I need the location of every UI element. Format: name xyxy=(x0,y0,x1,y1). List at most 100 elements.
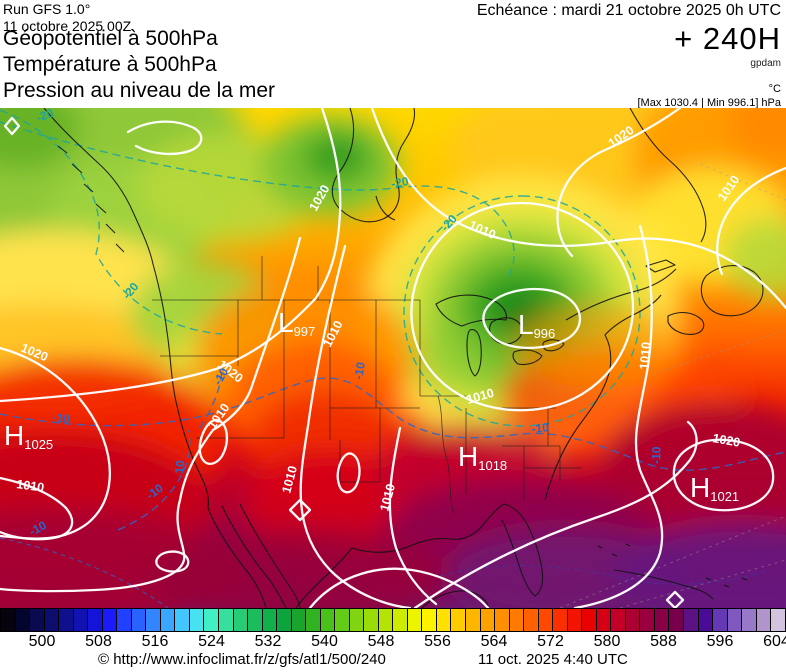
tick-label: 540 xyxy=(311,633,338,650)
colorbar-cell xyxy=(509,609,525,631)
geopotential-colorbar xyxy=(0,608,786,632)
colorbar-cell xyxy=(349,609,365,631)
tick-label: 516 xyxy=(141,633,169,650)
colorbar-cell xyxy=(538,609,554,631)
field-temperature: Température à 500hPa xyxy=(3,53,217,76)
temp-label: -10 xyxy=(351,361,368,381)
tick-label: 596 xyxy=(706,633,734,650)
forecast-offset: + 240H xyxy=(674,21,781,56)
colorbar-cell xyxy=(422,609,437,631)
colorbar-cell xyxy=(756,609,772,631)
tick-label: 588 xyxy=(650,633,677,650)
colorbar-cell xyxy=(698,609,714,631)
tick-label: 556 xyxy=(424,633,451,650)
colorbar-cell xyxy=(233,609,249,631)
echeance-label: Echéance : mardi 21 octobre 2025 0h UTC xyxy=(476,2,781,19)
colorbar-cell xyxy=(44,609,60,631)
field-titles: Géopotentiel à 500hPa Température à 500h… xyxy=(3,26,275,104)
colorbar-cell xyxy=(30,609,45,631)
colorbar-cell xyxy=(131,609,147,631)
field-pressure: Pression au niveau de la mer xyxy=(3,79,275,102)
colorbar-cell xyxy=(582,609,597,631)
colorbar-cell xyxy=(335,609,350,631)
colorbar-cell xyxy=(248,609,263,631)
colorbar-tick-labels: 500 508 516 524 532 540 548 556 564 572 580 588 596 6… xyxy=(0,633,786,651)
colorbar-cell xyxy=(262,609,278,631)
temp-label: -20 xyxy=(390,174,410,191)
colorbar-cell xyxy=(1,609,16,631)
iso-label: 1010 xyxy=(637,341,653,370)
pressure-center-L996: L996 xyxy=(518,309,555,341)
field-geopotential: Géopotentiel à 500hPa xyxy=(3,27,218,50)
colorbar-cell xyxy=(88,609,103,631)
unit-temperature: °C xyxy=(768,83,781,95)
pressure-center-H1018: H1018 xyxy=(458,441,507,473)
colorbar-cell xyxy=(742,609,757,631)
iso-label: 1010 xyxy=(16,477,46,495)
colorbar-cell xyxy=(524,609,539,631)
colorbar-cell xyxy=(727,609,743,631)
generation-timestamp: 11 oct. 2025 4:40 UTC xyxy=(478,651,628,668)
colorbar-cell xyxy=(567,609,583,631)
state-borders xyxy=(152,256,582,515)
tick-label: 548 xyxy=(367,633,395,650)
iso-label: 1010 xyxy=(279,464,300,495)
colorbar-cell xyxy=(771,609,785,631)
temp-label: -20 xyxy=(34,108,55,125)
pressure-extremes: [Max 1030.4 | Min 996.1] hPa xyxy=(637,97,782,109)
colorbar-cell xyxy=(306,609,321,631)
colorbar-cell xyxy=(364,609,379,631)
graticule-lines xyxy=(559,163,786,608)
run-date: 11 octobre 2025 00Z xyxy=(3,18,132,34)
colorbar-cell xyxy=(713,609,728,631)
colorbar-cell xyxy=(407,609,423,631)
colorbar-cell xyxy=(218,609,234,631)
iso-label: 1010 xyxy=(377,482,398,513)
tick-label: 580 xyxy=(593,633,621,650)
colorbar-cell xyxy=(654,609,670,631)
tick-label: 572 xyxy=(537,633,564,650)
colorbar-cell xyxy=(596,609,612,631)
colorbar-cell xyxy=(466,609,481,631)
colorbar-cell xyxy=(59,609,74,631)
colorbar-cell xyxy=(683,609,699,631)
colorbar-cell xyxy=(277,609,292,631)
run-model: Run GFS 1.0° xyxy=(3,1,91,17)
colorbar-cell xyxy=(73,609,89,631)
colorbar-cell xyxy=(291,609,307,631)
colorbar-cell xyxy=(640,609,655,631)
colorbar-cell xyxy=(175,609,190,631)
colorbar-cell xyxy=(625,609,641,631)
unit-geopotential: gpdam xyxy=(750,58,781,69)
map-canvas: 1020101010201020101010101010101010101010… xyxy=(0,108,786,608)
run-info: Run GFS 1.0° 11 octobre 2025 00Z xyxy=(3,1,131,35)
tick-label: 508 xyxy=(85,633,112,650)
tick-label: 564 xyxy=(480,633,508,650)
colorbar-cell xyxy=(378,609,394,631)
tick-label: 524 xyxy=(198,633,225,650)
coastlines xyxy=(43,108,764,608)
colorbar-cell xyxy=(15,609,31,631)
pressure-center-H1021: H1021 xyxy=(690,472,739,504)
colorbar-cell xyxy=(451,609,466,631)
tick-label: 532 xyxy=(254,633,282,650)
iso-label: 1020 xyxy=(711,431,741,450)
colorbar-cell xyxy=(160,609,176,631)
colorbar-cell xyxy=(117,609,132,631)
pressure-center-L997: L997 xyxy=(278,307,315,339)
tick-label: 604 xyxy=(763,633,786,650)
pressure-center-labels: H1025 L997 L996 H1018 H1021 xyxy=(4,307,739,504)
colorbar-cell xyxy=(320,609,336,631)
colorbar-cell xyxy=(189,609,205,631)
colorbar-cell xyxy=(611,609,626,631)
validity-info: Echéance : mardi 21 octobre 2025 0h UTC … xyxy=(477,2,781,109)
colorbar-cell xyxy=(146,609,161,631)
colorbar-cell xyxy=(553,609,568,631)
copyright-url: © http://www.infoclimat.fr/z/gfs/atl1/50… xyxy=(98,651,386,668)
temp-label: -10 xyxy=(649,446,664,464)
temperature-field-blobs xyxy=(0,108,786,608)
forecast-map: 1020 1010 1020 1020 1010 1010 1010 1010 1010 1010… xyxy=(0,108,786,608)
colorbar-cell xyxy=(102,609,118,631)
colorbar-cell xyxy=(204,609,219,631)
